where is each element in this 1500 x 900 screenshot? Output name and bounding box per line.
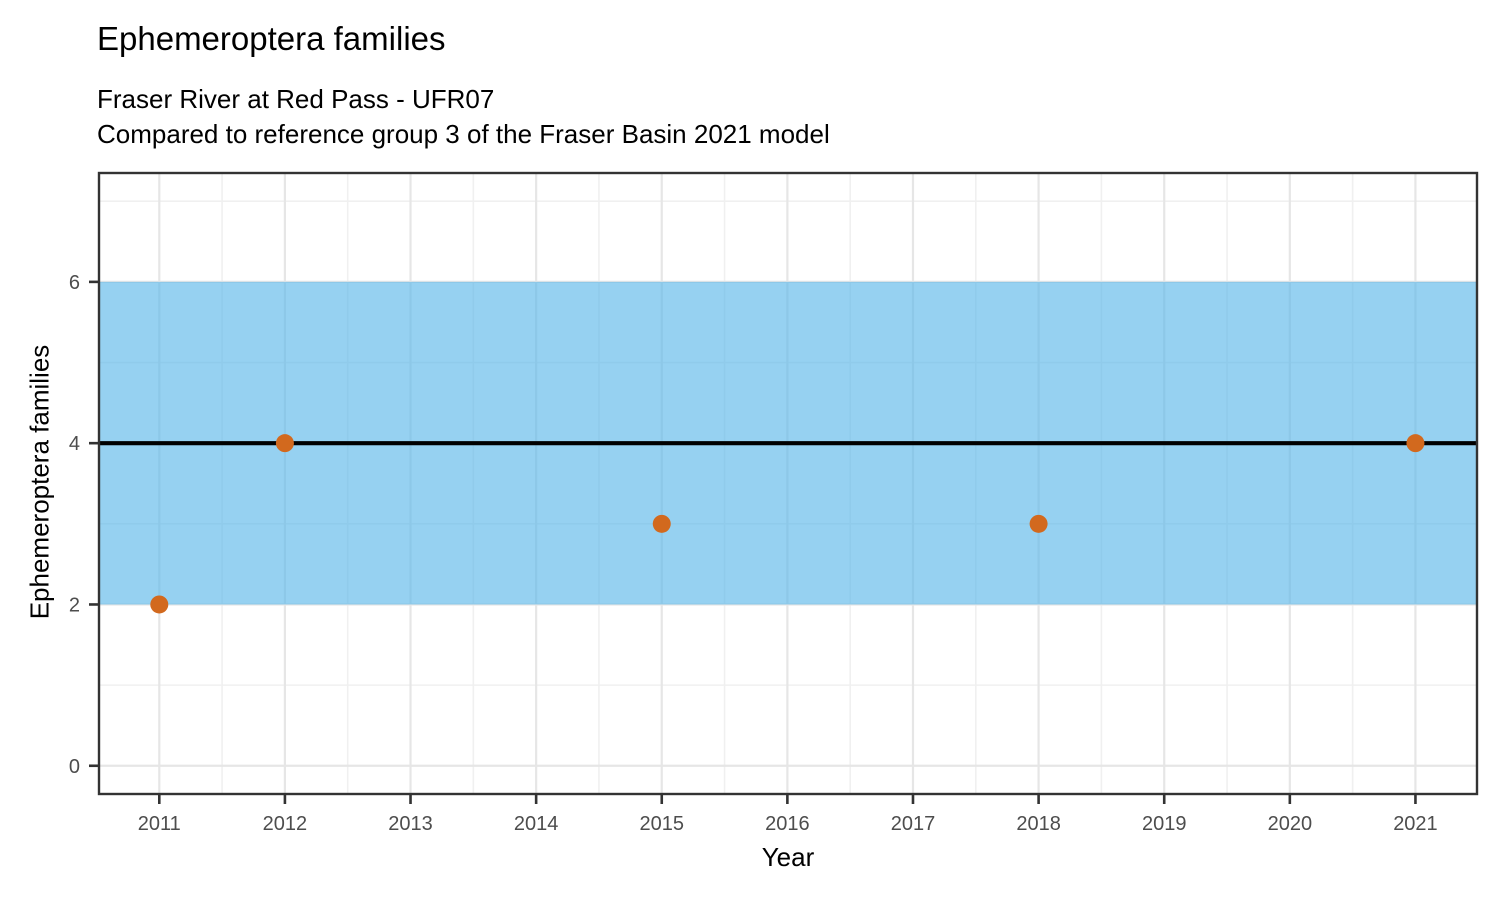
data-point xyxy=(1029,514,1048,533)
y-tick-label: 2 xyxy=(69,594,80,616)
chart-subtitle: Fraser River at Red Pass - UFR07 Compare… xyxy=(97,82,830,152)
x-tick-label: 2021 xyxy=(1393,813,1438,835)
data-point xyxy=(275,434,294,453)
y-tick-label: 4 xyxy=(69,433,80,455)
x-axis-title: Year xyxy=(761,842,815,872)
data-point xyxy=(150,595,169,614)
x-tick-label: 2016 xyxy=(765,813,810,835)
y-tick-label: 0 xyxy=(69,756,80,778)
y-tick-label: 6 xyxy=(69,272,80,294)
data-point xyxy=(1406,434,1425,453)
x-tick-label: 2019 xyxy=(1142,813,1187,835)
x-tick-label: 2012 xyxy=(263,813,308,835)
x-tick-label: 2017 xyxy=(891,813,936,835)
panel-border xyxy=(97,171,1479,796)
x-tick-label: 2018 xyxy=(1016,813,1061,835)
subtitle-line-2: Compared to reference group 3 of the Fra… xyxy=(97,119,830,149)
chart-title: Ephemeroptera families xyxy=(97,20,446,57)
y-axis-title: Ephemeroptera families xyxy=(24,344,55,620)
x-tick-label: 2014 xyxy=(514,813,559,835)
data-point xyxy=(652,514,671,533)
x-tick-label: 2011 xyxy=(138,813,181,835)
x-tick-label: 2013 xyxy=(388,813,433,835)
x-tick-label: 2015 xyxy=(640,813,685,835)
subtitle-line-1: Fraser River at Red Pass - UFR07 xyxy=(97,84,495,114)
x-tick-label: 2020 xyxy=(1268,813,1313,835)
